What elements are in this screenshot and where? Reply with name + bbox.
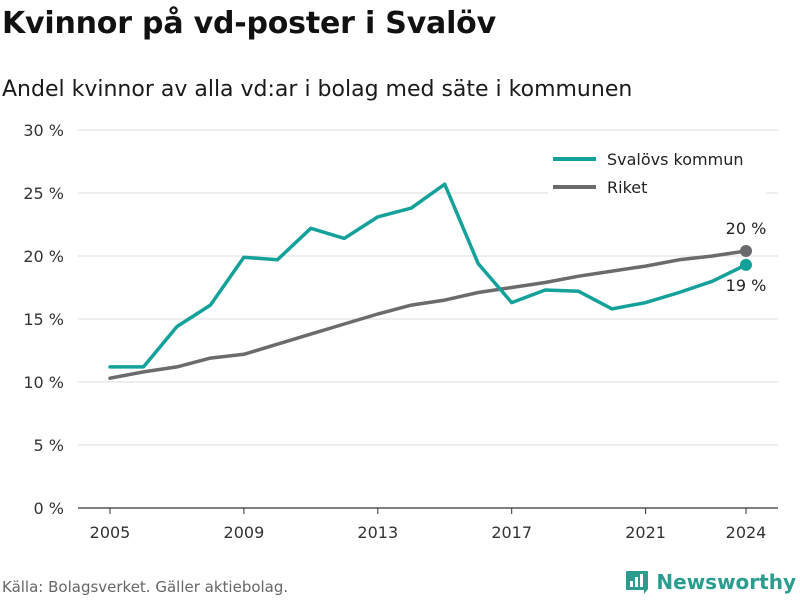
- legend-label: Svalövs kommun: [607, 150, 744, 169]
- x-tick-label: 2013: [357, 523, 398, 542]
- chart-subtitle: Andel kvinnor av alla vd:ar i bolag med …: [2, 77, 633, 102]
- x-tick-label: 2024: [726, 523, 767, 542]
- series-end-point: [740, 258, 752, 271]
- series-line: [108, 249, 748, 380]
- series-end-point: [740, 244, 752, 257]
- end-value-label: 19 %: [726, 276, 767, 295]
- legend: Svalövs kommun Riket: [548, 144, 766, 198]
- series-line: [108, 182, 748, 369]
- y-axis-ticks: 0 % 5 % 10 % 15 % 20 % 25 % 30 %: [23, 121, 64, 518]
- series-lines: 19 % 20 %: [108, 182, 767, 380]
- y-tick-label: 15 %: [23, 310, 64, 329]
- x-tick-label: 2009: [224, 523, 265, 542]
- brand-name: Newsworthy: [656, 570, 796, 594]
- y-tick-label: 20 %: [23, 247, 64, 266]
- y-tick-label: 0 %: [34, 499, 64, 518]
- y-tick-label: 25 %: [23, 184, 64, 203]
- end-value-label: 20 %: [726, 219, 767, 238]
- x-axis: 2005 2009 2013 2017 2021 2024: [90, 508, 767, 542]
- y-tick-label: 5 %: [34, 436, 64, 455]
- legend-label: Riket: [607, 178, 647, 197]
- x-tick-label: 2005: [90, 523, 131, 542]
- y-tick-label: 30 %: [23, 121, 64, 140]
- chart-title: Kvinnor på vd-poster i Svalöv: [2, 6, 496, 41]
- x-tick-label: 2017: [491, 523, 532, 542]
- y-tick-label: 10 %: [23, 373, 64, 392]
- bar-chart-logo-icon: [626, 571, 649, 594]
- grid-lines: [78, 129, 778, 509]
- x-tick-label: 2021: [625, 523, 666, 542]
- source-note: Källa: Bolagsverket. Gäller aktiebolag.: [2, 578, 289, 596]
- brand-logo[interactable]: Newsworthy: [624, 569, 796, 595]
